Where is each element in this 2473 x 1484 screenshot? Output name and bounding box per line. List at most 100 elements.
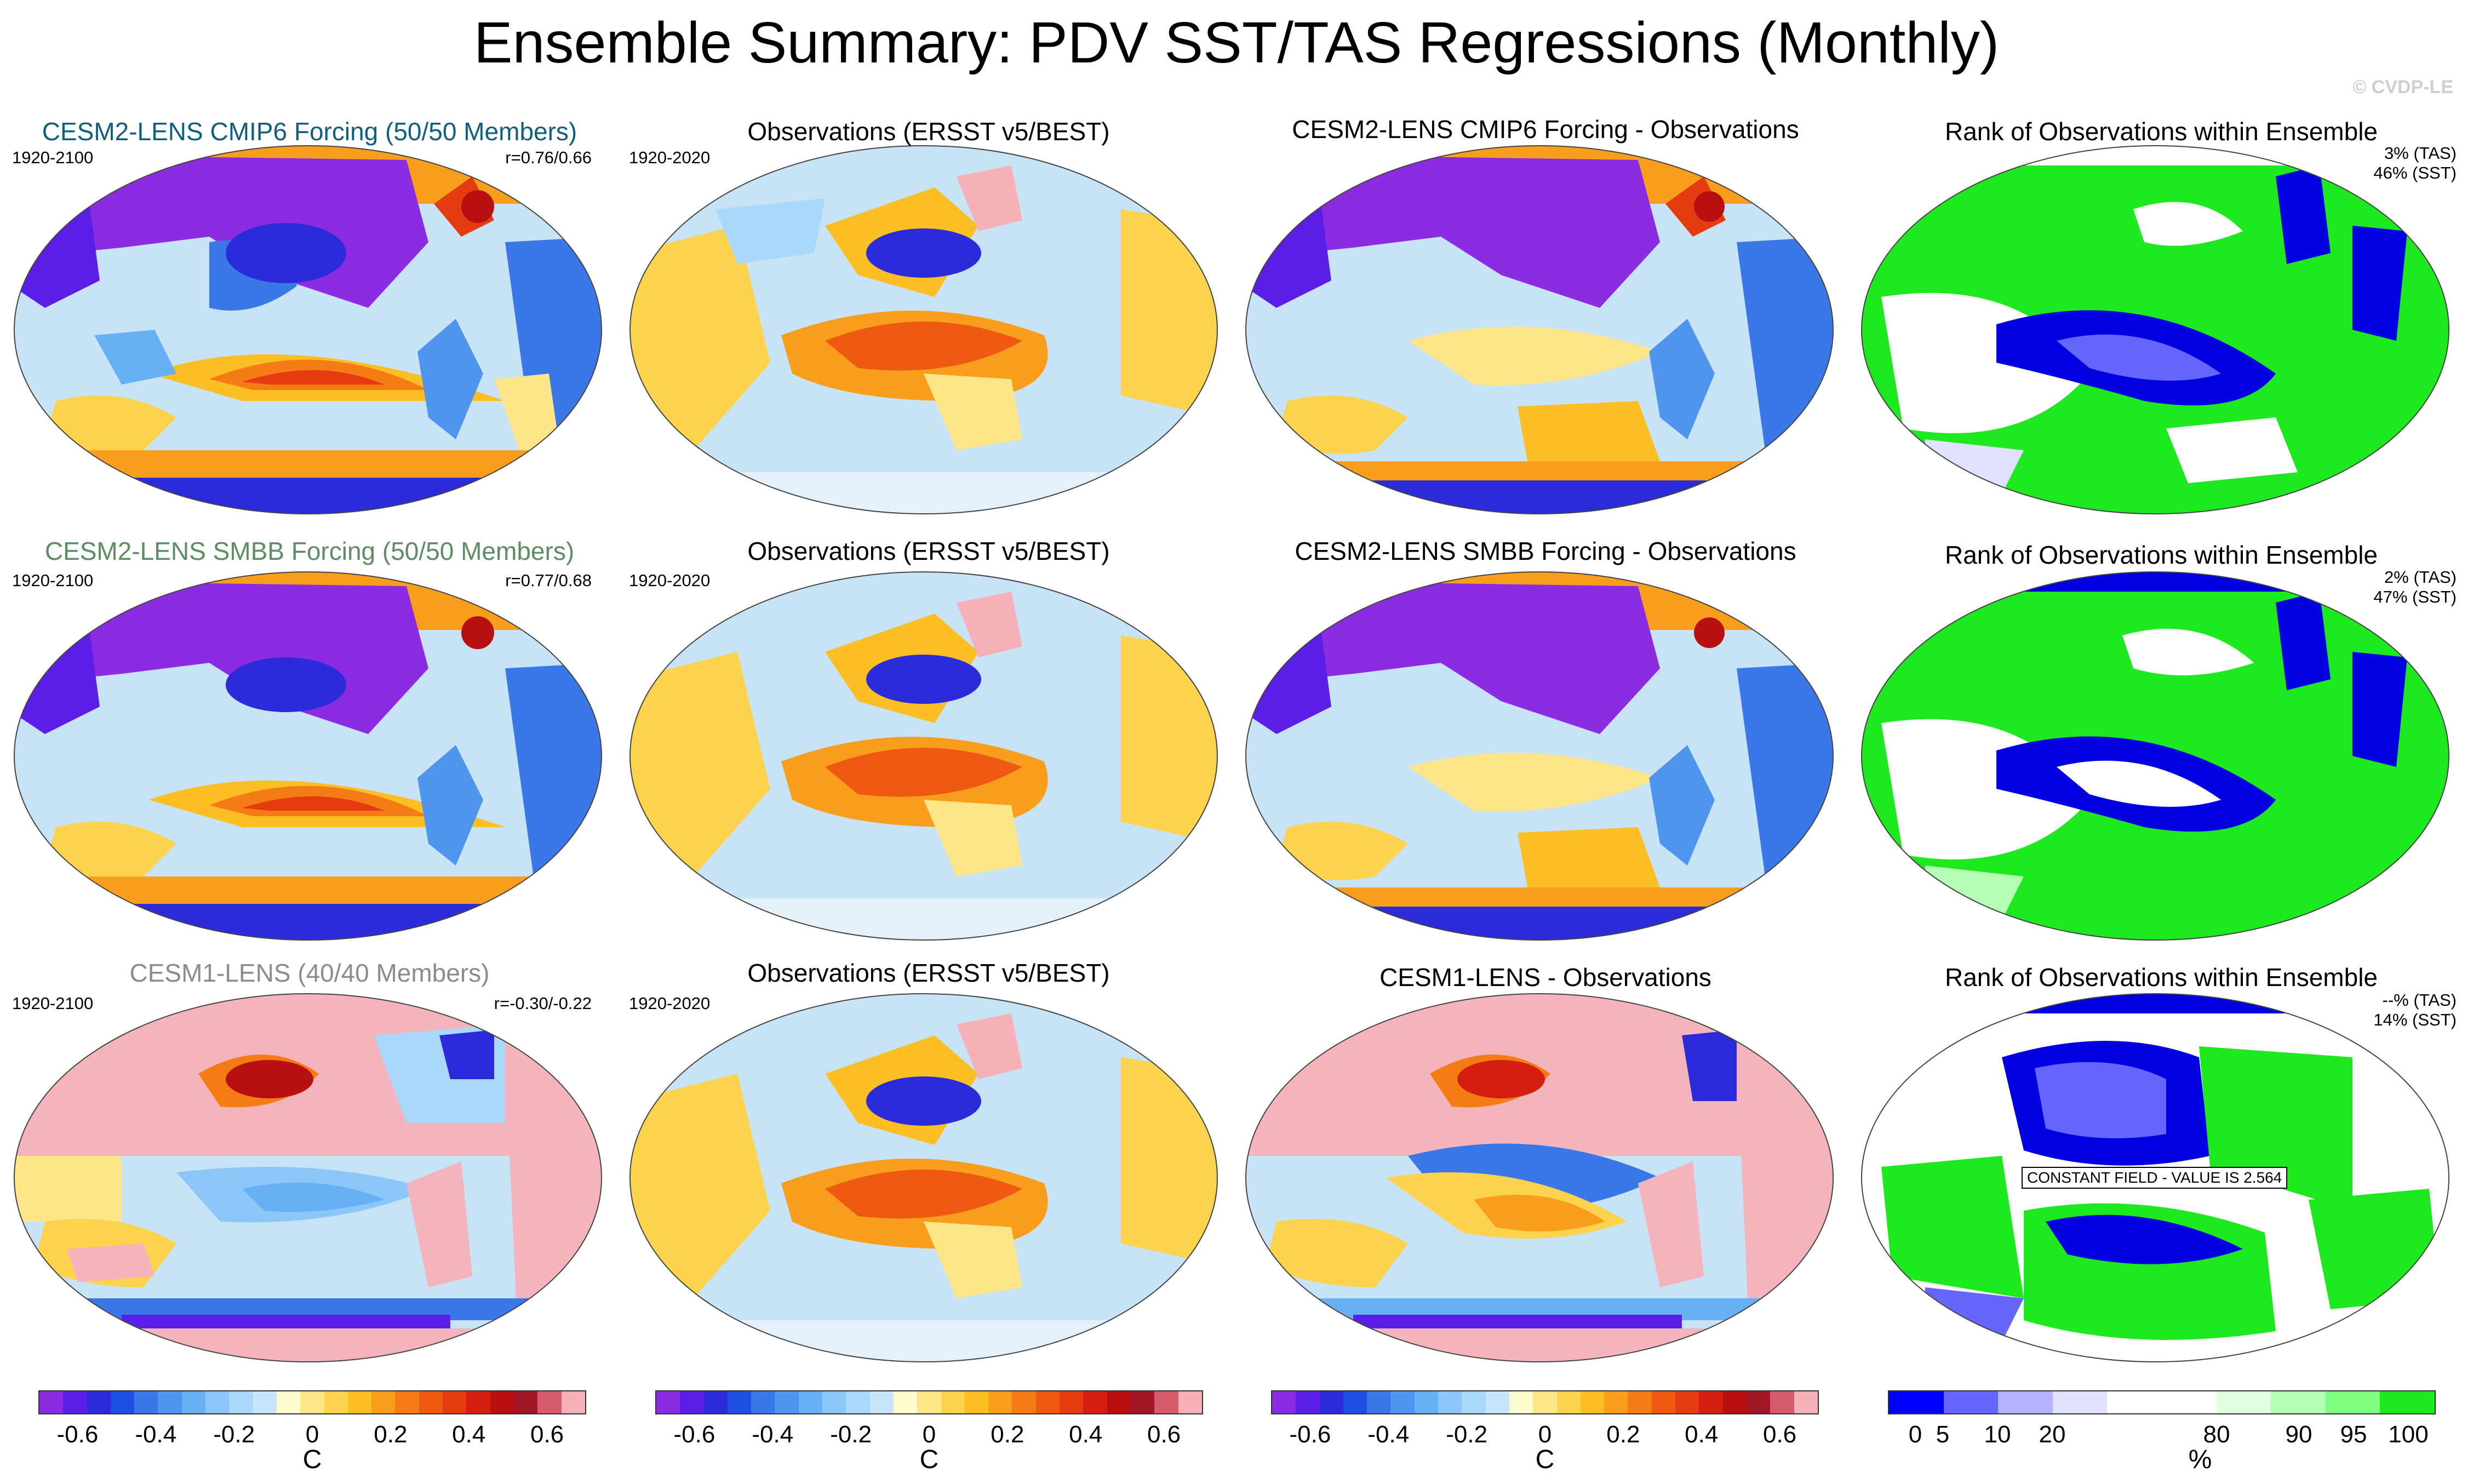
colorbar-swatch xyxy=(1343,1391,1367,1413)
row3-ens-r: r=-0.30/-0.22 xyxy=(494,994,592,1013)
colorbar-tick-label: 10 xyxy=(1984,1421,2011,1448)
colorbar-tick-label: -0.2 xyxy=(830,1421,872,1448)
colorbar-swatch xyxy=(2107,1391,2162,1413)
colorbar-tick-label: -0.6 xyxy=(673,1421,715,1448)
colorbar-swatch xyxy=(276,1391,301,1413)
colorbar-swatch xyxy=(656,1391,680,1413)
colorbar-tick-label: -0.2 xyxy=(1446,1421,1488,1448)
colorbar-swatch xyxy=(727,1391,752,1413)
row1-rank-map xyxy=(1859,144,2451,516)
colorbar-swatch xyxy=(1651,1391,1676,1413)
colorbar-swatch xyxy=(703,1391,728,1413)
colorbar-swatch xyxy=(1628,1391,1652,1413)
colorbar-swatch xyxy=(751,1391,775,1413)
row1-rank-tas: 3% (TAS) xyxy=(2384,144,2457,163)
colorbar-swatch xyxy=(1675,1391,1699,1413)
row2-obs-years: 1920-2020 xyxy=(629,571,711,590)
colorbar-swatch xyxy=(1012,1391,1036,1413)
colorbar-tick-label: 90 xyxy=(2285,1421,2312,1448)
row2-ens-r: r=0.77/0.68 xyxy=(505,571,592,590)
colorbar-swatch xyxy=(1178,1391,1202,1413)
colorbar-swatch xyxy=(1154,1391,1178,1413)
colorbar-tick-label: 5 xyxy=(1936,1421,1950,1448)
row1-obs-title: Observations (ERSST v5/BEST) xyxy=(747,117,1110,146)
colorbar-swatch xyxy=(775,1391,799,1413)
colorbar-tick-label: -0.4 xyxy=(135,1421,177,1448)
colorbar-tick-label: 0 xyxy=(922,1421,936,1448)
colorbar-swatch xyxy=(1035,1391,1060,1413)
colorbar-tick-label: -0.6 xyxy=(56,1421,99,1448)
colorbar-swatch xyxy=(1414,1391,1439,1413)
colorbar-swatch xyxy=(1130,1391,1155,1413)
colorbar-tick-label: -0.4 xyxy=(1367,1421,1410,1448)
row3-ens-title: CESM1-LENS (40/40 Members) xyxy=(129,959,490,987)
colorbar-swatch xyxy=(181,1391,206,1413)
colorbar-swatch xyxy=(158,1391,182,1413)
colorbar-swatch xyxy=(466,1391,490,1413)
colorbar-c-3 xyxy=(1271,1390,1819,1414)
colorbar-swatch xyxy=(1604,1391,1628,1413)
colorbar-swatch xyxy=(1556,1391,1581,1413)
colorbar-tick-label: -0.6 xyxy=(1289,1421,1331,1448)
colorbar-tick-label: 20 xyxy=(2039,1421,2066,1448)
row2-ens-map xyxy=(12,570,604,942)
row2-ens-years: 1920-2100 xyxy=(12,571,94,590)
row3-ens-map xyxy=(12,992,604,1364)
colorbar-swatch xyxy=(988,1391,1012,1413)
colorbar-unit-label: C xyxy=(1535,1445,1555,1474)
row1-rank-title: Rank of Observations within Ensemble xyxy=(1944,117,2378,146)
row3-rank-title: Rank of Observations within Ensemble xyxy=(1944,963,2378,992)
colorbar-swatch xyxy=(1107,1391,1131,1413)
colorbar-swatch xyxy=(513,1391,538,1413)
row3-diff-title: CESM1-LENS - Observations xyxy=(1379,963,1711,992)
colorbar-swatch xyxy=(869,1391,894,1413)
colorbar-swatch xyxy=(798,1391,823,1413)
colorbar-swatch xyxy=(39,1391,64,1413)
colorbar-tick-label: 0.4 xyxy=(452,1421,486,1448)
row1-ens-title: CESM2-LENS CMIP6 Forcing (50/50 Members) xyxy=(42,117,577,146)
colorbar-swatch xyxy=(63,1391,87,1413)
colorbar-swatch xyxy=(1485,1391,1509,1413)
colorbar-tick-label: 0.4 xyxy=(1069,1421,1103,1448)
colorbar-swatch xyxy=(822,1391,846,1413)
row3-obs-title: Observations (ERSST v5/BEST) xyxy=(747,959,1110,987)
row3-ens-years: 1920-2100 xyxy=(12,994,94,1013)
colorbar-swatch xyxy=(443,1391,467,1413)
colorbar-swatch xyxy=(2216,1391,2271,1413)
colorbar-swatch xyxy=(964,1391,989,1413)
page-title: Ensemble Summary: PDV SST/TAS Regression… xyxy=(473,10,2000,75)
colorbar-swatch xyxy=(1889,1391,1944,1413)
colorbar-tick-label: -0.4 xyxy=(752,1421,794,1448)
colorbar-swatch xyxy=(846,1391,870,1413)
colorbar-swatch xyxy=(110,1391,135,1413)
colorbar-swatch xyxy=(229,1391,253,1413)
colorbar-swatch xyxy=(1060,1391,1084,1413)
colorbar-swatch xyxy=(253,1391,277,1413)
colorbar-swatch xyxy=(300,1391,324,1413)
colorbar-tick-label: 95 xyxy=(2340,1421,2367,1448)
colorbar-swatch xyxy=(1794,1391,1818,1413)
constant-field-label: CONSTANT FIELD - VALUE IS 2.564 xyxy=(2022,1167,2288,1189)
colorbar-swatch xyxy=(2325,1391,2380,1413)
colorbar-swatch xyxy=(347,1391,372,1413)
row2-obs-map xyxy=(628,570,1220,942)
row3-rank-map xyxy=(1859,992,2451,1364)
row1-diff-map xyxy=(1244,144,1835,516)
row2-ens-title: CESM2-LENS SMBB Forcing (50/50 Members) xyxy=(44,537,575,565)
colorbar-swatch xyxy=(1367,1391,1391,1413)
colorbar-tick-label: 0.2 xyxy=(991,1421,1024,1448)
colorbar-unit-label: C xyxy=(302,1445,322,1474)
row2-rank-title: Rank of Observations within Ensemble xyxy=(1944,541,2378,569)
colorbar-swatch xyxy=(561,1391,585,1413)
row1-ens-map xyxy=(12,144,604,516)
colorbar-swatch xyxy=(419,1391,443,1413)
colorbar-swatch xyxy=(893,1391,918,1413)
colorbar-swatch xyxy=(1722,1391,1747,1413)
colorbar-swatch xyxy=(1272,1391,1296,1413)
row3-rank-tas: --% (TAS) xyxy=(2382,990,2457,1010)
row3-diff-map xyxy=(1244,992,1835,1364)
colorbar-swatch xyxy=(1319,1391,1343,1413)
row1-rank-sst: 46% (SST) xyxy=(2373,163,2457,182)
colorbar-tick-label: 0.2 xyxy=(1606,1421,1640,1448)
colorbar-tick-label: 100 xyxy=(2388,1421,2429,1448)
